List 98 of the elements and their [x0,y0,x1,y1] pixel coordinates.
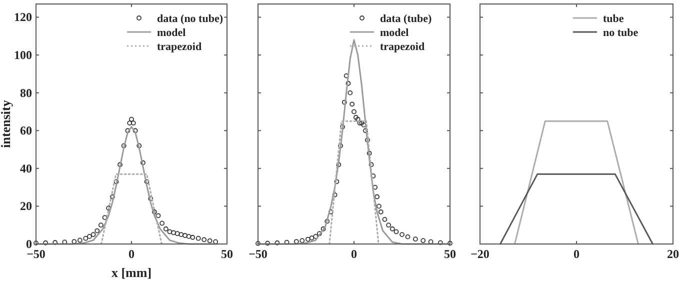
point [294,239,299,244]
point [357,120,362,126]
point [163,226,168,232]
x-tick-label: −20 [470,247,490,261]
x-tick-label: 50 [221,247,233,261]
point [366,150,372,156]
point [148,196,154,202]
point [72,239,77,244]
point [274,240,280,246]
legend-label: tube [603,13,624,25]
point [118,162,122,168]
point [386,222,392,228]
point [52,240,58,245]
point [90,232,96,237]
point [265,240,270,246]
point [334,179,340,184]
point [324,218,330,224]
point [394,229,399,234]
point [374,194,380,200]
legend-label: model [380,27,409,39]
point [174,231,180,236]
x-tick-label: −50 [248,247,268,261]
y-tick-label: 60 [20,124,32,138]
point [182,233,188,238]
point [98,222,104,228]
point [132,128,138,134]
point [359,120,364,126]
point [342,100,347,105]
legend-label: trapezoid [380,41,425,53]
point [87,234,92,239]
point [127,120,132,126]
point [300,238,305,244]
point [348,90,353,96]
x-tick-label: 0 [351,247,357,261]
point [316,231,322,236]
point [400,232,404,237]
legend-label: model [157,27,186,39]
y-tick-label: 40 [20,161,32,176]
line-series [35,126,218,245]
point [114,179,119,184]
point [136,143,142,148]
legend-label: data (no tube) [157,13,224,25]
point [412,236,418,242]
point [305,236,310,242]
point [353,114,358,120]
point [346,80,351,86]
y-axis-title: intensity [0,100,13,148]
point [320,226,326,232]
point [125,128,130,134]
x-axis-title: x [mm] [111,265,152,280]
x-tick-label: 50 [444,247,456,261]
point [160,220,165,226]
y-tick-label: 80 [20,86,32,100]
point [350,102,355,107]
point [372,184,378,190]
point [152,209,157,214]
point [121,143,126,148]
point [364,138,370,143]
point [376,204,382,209]
point [43,240,48,246]
point [284,240,290,245]
point [420,238,426,244]
point [352,109,356,114]
point [167,229,172,234]
point [405,234,410,240]
point [102,215,108,220]
legend-label: trapezoid [157,41,202,53]
point [110,194,115,200]
y-tick-label: 100 [14,48,32,62]
point [390,226,395,232]
point [313,234,318,239]
x-tick-label: 0 [128,247,134,261]
point [378,209,384,214]
point [382,216,388,222]
point [94,228,100,234]
point [202,237,207,242]
point [186,234,192,239]
point [190,234,196,240]
point [178,232,184,237]
x-tick-label: 20 [667,247,679,261]
legend-label: no tube [603,27,638,39]
point [77,238,82,243]
point [83,236,88,241]
point [196,236,201,241]
point [207,238,212,244]
point [309,236,314,240]
point [171,230,176,236]
point [156,213,161,218]
y-tick-label: 20 [20,199,32,214]
point [130,120,136,126]
legend-label: data (tube) [380,13,432,25]
point [129,116,134,122]
point [368,162,374,168]
x-tick-label: 0 [574,247,580,261]
point [355,116,360,122]
y-tick-label: 120 [14,10,32,24]
point [140,160,146,166]
point [340,124,345,130]
